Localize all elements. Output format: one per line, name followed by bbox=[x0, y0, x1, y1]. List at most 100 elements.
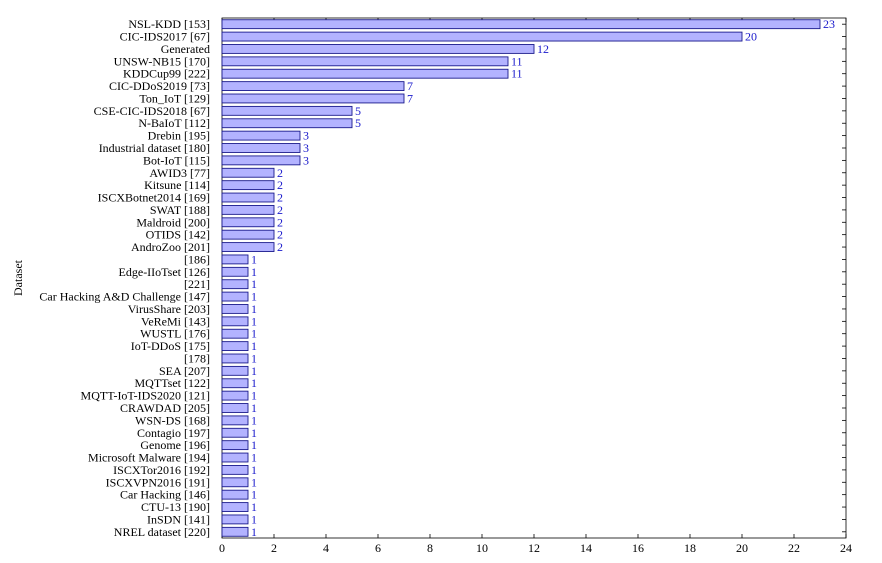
bar bbox=[221, 365, 249, 376]
bar bbox=[221, 118, 353, 129]
bar bbox=[221, 427, 249, 438]
x-tick-label: 18 bbox=[684, 541, 696, 555]
category-label: SEA [207] bbox=[159, 364, 210, 378]
category-label: WUSTL [176] bbox=[140, 327, 210, 341]
x-tick-label: 8 bbox=[427, 541, 433, 555]
category-label: Generated bbox=[161, 42, 210, 56]
category-label: VeReMi [143] bbox=[141, 314, 210, 328]
bar bbox=[221, 477, 249, 488]
bar bbox=[221, 105, 353, 116]
value-label: 12 bbox=[537, 42, 549, 56]
bar bbox=[221, 316, 249, 327]
category-label: CSE-CIC-IDS2018 [67] bbox=[94, 104, 210, 118]
value-label: 7 bbox=[407, 91, 413, 105]
bar bbox=[221, 514, 249, 525]
bar bbox=[221, 130, 301, 141]
bar bbox=[221, 464, 249, 475]
category-label: Contagio [197] bbox=[137, 426, 210, 440]
category-label: ISCXTor2016 [192] bbox=[113, 463, 210, 477]
x-tick-label: 4 bbox=[323, 541, 329, 555]
category-label: CIC-DDoS2019 [73] bbox=[109, 79, 210, 93]
bar bbox=[221, 19, 821, 30]
category-label: Maldroid [200] bbox=[136, 215, 210, 229]
x-tick-label: 14 bbox=[580, 541, 592, 555]
value-label: 2 bbox=[277, 215, 283, 229]
category-label: NREL dataset [220] bbox=[114, 525, 210, 539]
category-label: IoT-DDoS [175] bbox=[131, 339, 210, 353]
bar bbox=[221, 81, 405, 92]
value-label: 3 bbox=[303, 141, 309, 155]
value-label: 23 bbox=[823, 17, 835, 31]
category-label: CTU-13 [190] bbox=[141, 500, 210, 514]
category-label: OTIDS [142] bbox=[146, 228, 210, 242]
value-label: 1 bbox=[251, 512, 257, 526]
x-tick-label: 24 bbox=[840, 541, 852, 555]
bar bbox=[221, 341, 249, 352]
bar bbox=[221, 328, 249, 339]
category-label: SWAT [188] bbox=[150, 203, 210, 217]
value-label: 2 bbox=[277, 228, 283, 242]
category-label: AWID3 [77] bbox=[149, 166, 210, 180]
bar bbox=[221, 217, 275, 228]
value-label: 1 bbox=[251, 314, 257, 328]
value-label: 1 bbox=[251, 327, 257, 341]
value-label: 1 bbox=[251, 488, 257, 502]
category-label: ISCXBotnet2014 [169] bbox=[98, 191, 210, 205]
bar bbox=[221, 403, 249, 413]
category-label: UNSW-NB15 [170] bbox=[114, 54, 210, 68]
value-label: 1 bbox=[251, 438, 257, 452]
category-label: CIC-IDS2017 [67] bbox=[120, 30, 210, 44]
value-label: 5 bbox=[355, 116, 361, 130]
value-label: 11 bbox=[511, 54, 523, 68]
category-label: Genome [196] bbox=[140, 438, 210, 452]
bar bbox=[221, 526, 249, 537]
category-label: Edge-IIoTset [126] bbox=[119, 265, 210, 279]
category-label: Drebin [195] bbox=[148, 129, 210, 143]
value-label: 2 bbox=[277, 166, 283, 180]
bar bbox=[221, 254, 249, 265]
x-tick-label: 20 bbox=[736, 541, 748, 555]
value-label: 2 bbox=[277, 191, 283, 205]
bar bbox=[221, 266, 249, 277]
bar bbox=[221, 204, 275, 215]
bar bbox=[221, 31, 743, 42]
value-label: 1 bbox=[251, 252, 257, 266]
value-label: 1 bbox=[251, 364, 257, 378]
category-label: Industrial dataset [180] bbox=[99, 141, 210, 155]
bar bbox=[221, 452, 249, 463]
bar bbox=[221, 279, 249, 290]
category-label: N-BaIoT [112] bbox=[138, 116, 210, 130]
category-label: [186] bbox=[184, 252, 210, 266]
bar bbox=[221, 180, 275, 191]
category-label: Kitsune [114] bbox=[144, 178, 210, 192]
value-label: 1 bbox=[251, 475, 257, 489]
bar bbox=[221, 502, 249, 512]
value-label: 1 bbox=[251, 290, 257, 304]
bar bbox=[221, 242, 275, 252]
bar bbox=[221, 229, 275, 240]
bar bbox=[221, 167, 275, 178]
value-label: 5 bbox=[355, 104, 361, 118]
bar bbox=[221, 192, 275, 203]
bar bbox=[221, 68, 509, 79]
category-label: [178] bbox=[184, 351, 210, 365]
value-label: 7 bbox=[407, 79, 413, 93]
value-label: 1 bbox=[251, 401, 257, 415]
value-label: 3 bbox=[303, 129, 309, 143]
value-label: 1 bbox=[251, 302, 257, 316]
value-label: 1 bbox=[251, 376, 257, 390]
category-label: [221] bbox=[184, 277, 210, 291]
y-axis-label: Dataset bbox=[11, 259, 25, 296]
category-label: Microsoft Malware [194] bbox=[88, 451, 210, 465]
value-label: 1 bbox=[251, 413, 257, 427]
category-label: NSL-KDD [153] bbox=[128, 17, 210, 31]
value-label: 1 bbox=[251, 500, 257, 514]
value-label: 1 bbox=[251, 339, 257, 353]
category-label: Ton_IoT [129] bbox=[139, 91, 210, 105]
x-tick-label: 2 bbox=[271, 541, 277, 555]
value-label: 1 bbox=[251, 463, 257, 477]
bar bbox=[221, 304, 249, 314]
bar bbox=[221, 390, 249, 401]
